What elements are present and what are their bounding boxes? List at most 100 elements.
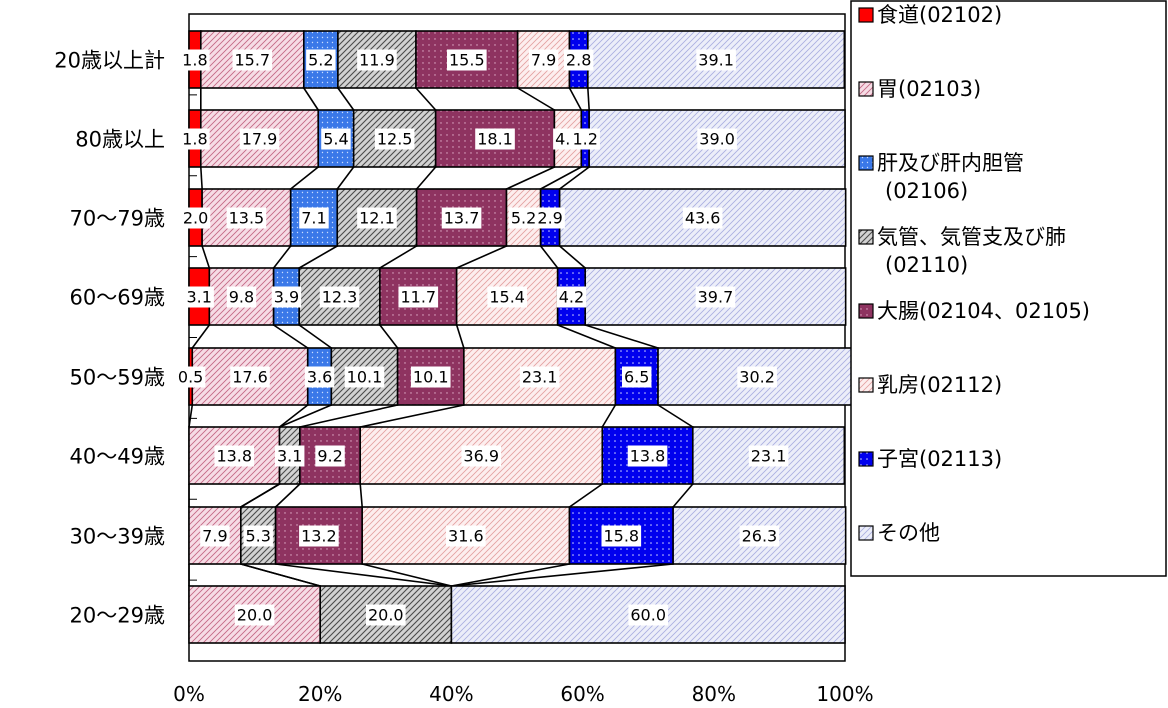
legend-item: 肝及び肝内胆管 (02106) (858, 151, 1024, 203)
data-label: 13.2 (301, 527, 337, 546)
data-label: 36.9 (463, 447, 499, 466)
data-label-background (628, 604, 669, 626)
legend-label: 大腸(02104、02105) (877, 299, 1090, 323)
data-label-background (528, 49, 559, 71)
data-label-background (271, 286, 302, 308)
series-line (517, 87, 555, 111)
data-label: 12.1 (359, 209, 395, 228)
legend-label: 食道(02102) (877, 3, 1002, 27)
legend-swatch (858, 7, 874, 23)
data-label-background (180, 49, 210, 71)
series-line (379, 324, 399, 349)
series-line (539, 245, 559, 269)
series-line (337, 87, 355, 111)
data-label: 0.5 (178, 368, 203, 387)
data-label-background (475, 128, 515, 150)
value-labels: 1.8 15.7 5.2 11.9 15.5 7.9 2.8 39.1 1.8 17.9 5.4 12… (175, 49, 789, 626)
category-label: 40～49歳 (70, 445, 165, 469)
data-label: 39.7 (698, 288, 734, 307)
legend-box (850, 0, 1167, 577)
series-line (379, 245, 418, 269)
series-lines (188, 87, 694, 587)
data-label: 3.9 (274, 288, 299, 307)
data-label: 12.3 (322, 288, 358, 307)
data-label-background (487, 286, 527, 308)
data-label: 2.9 (537, 209, 562, 228)
series-line (506, 166, 555, 190)
legend-swatch (858, 525, 874, 541)
data-label-background (306, 49, 336, 71)
series-line (240, 563, 321, 587)
category-label: 60～69歳 (70, 286, 165, 310)
data-label-background (200, 525, 230, 547)
data-label: 9.2 (317, 447, 342, 466)
data-label: 4.2 (559, 288, 584, 307)
data-label: 23.1 (751, 447, 787, 466)
series-line (299, 404, 398, 428)
data-label: 17.9 (242, 130, 278, 149)
data-label-background (274, 445, 305, 467)
data-label: 1.8 (182, 130, 207, 149)
data-label: 10.1 (413, 368, 449, 387)
data-label: 7.9 (531, 51, 556, 70)
series-line (559, 166, 590, 190)
series-line (557, 324, 616, 349)
data-label-background (535, 207, 565, 229)
data-label: 1.8 (182, 51, 207, 70)
series-line (188, 404, 194, 428)
x-axis-ticks: 0% 20% 40% 60% 80% 100% (173, 682, 873, 706)
series-line (568, 87, 582, 111)
data-label: 23.1 (522, 368, 558, 387)
data-label: 3.6 (307, 368, 332, 387)
data-label-background (175, 366, 206, 388)
data-label-background (214, 445, 255, 467)
series-line (240, 483, 280, 508)
data-label: 13.8 (630, 447, 666, 466)
data-label-background (232, 49, 273, 71)
data-label-background (627, 445, 668, 467)
series-line (359, 483, 363, 508)
data-label: 31.6 (448, 527, 484, 546)
data-label-background (357, 49, 397, 71)
category-label: 70～79歳 (70, 207, 165, 231)
legend-item: 大腸(02104、02105) (858, 299, 1090, 323)
data-label-background (737, 366, 777, 388)
data-label-background (304, 366, 335, 388)
bar-segment (584, 267, 847, 326)
legend-item: 乳房(02112) (858, 373, 1002, 397)
series-line (191, 324, 210, 349)
legend-label: 子宮(02113) (877, 447, 1002, 471)
legend-label: (02110) (885, 253, 968, 277)
data-label: 7.9 (202, 527, 227, 546)
data-label-background (447, 49, 487, 71)
data-label: 5.2 (511, 209, 536, 228)
data-label-background (695, 286, 736, 308)
x-tick-label: 80% (692, 682, 736, 706)
data-label-background (321, 128, 351, 150)
data-label: 15.4 (489, 288, 525, 307)
legend-item: 胃(02103) (858, 77, 981, 101)
legend-label: 乳房(02112) (877, 373, 1002, 397)
data-label: 13.5 (229, 209, 265, 228)
series-line (279, 404, 332, 428)
data-label-background (446, 525, 486, 547)
category-label: 30～39歳 (70, 525, 165, 549)
x-tick-label: 20% (298, 682, 342, 706)
data-label: 18.1 (477, 130, 513, 149)
category-label: 80歳以上 (75, 128, 165, 152)
series-line (273, 324, 309, 349)
data-label: 3.1 (277, 447, 302, 466)
category-label: 50～59歳 (70, 366, 165, 390)
data-label-background (563, 49, 594, 71)
series-line (275, 563, 452, 587)
series-line (272, 245, 292, 269)
data-label-background (230, 366, 270, 388)
data-label: 13.8 (216, 447, 252, 466)
legend-swatch (858, 229, 874, 245)
x-tick-label: 40% (429, 682, 473, 706)
legend-swatch (858, 451, 874, 467)
legend: 食道(02102) 胃(02103) 肝及び肝内胆管 (02106) 気管、気管支及び肺… (850, 0, 1167, 577)
data-label: 5.2 (308, 51, 333, 70)
category-label: 20歳以上計 (54, 49, 165, 73)
